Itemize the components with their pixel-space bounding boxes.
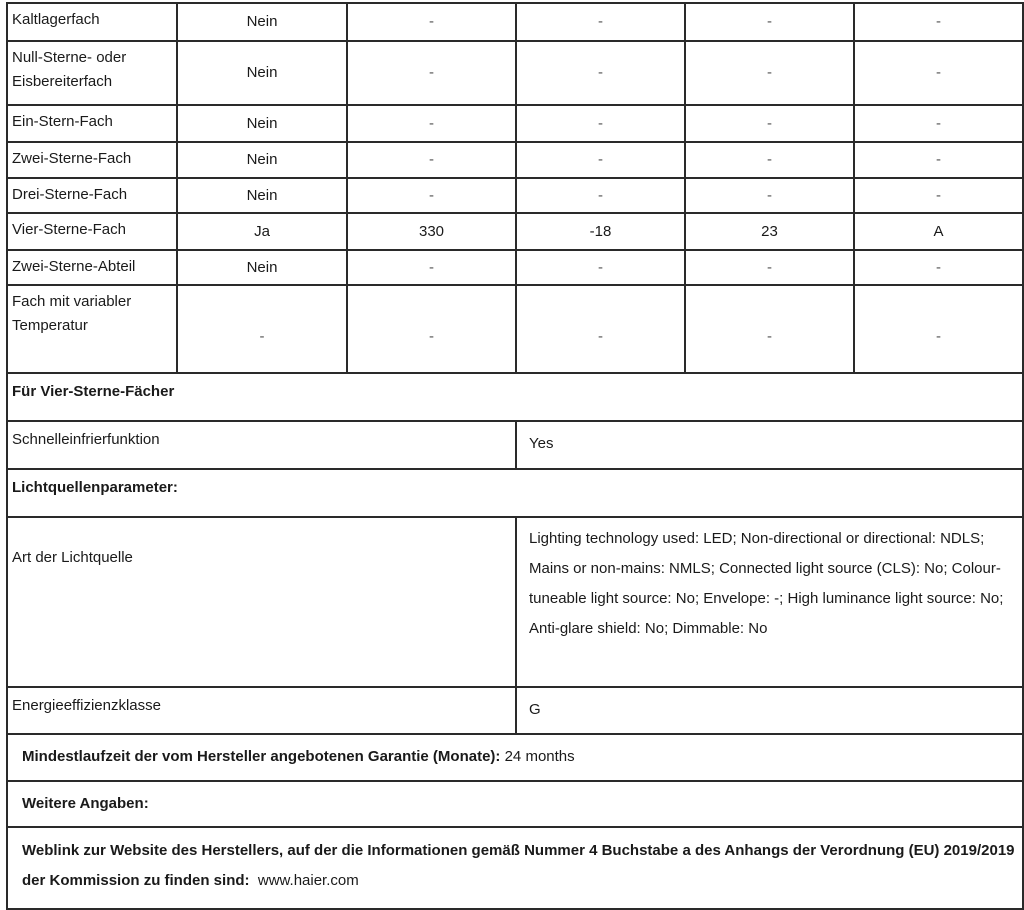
compartment-row: Fach mit variabler Temperatur - - - - - — [6, 284, 1024, 374]
light-source-heading: Lichtquellenparameter: — [6, 468, 1024, 518]
compartment-value: - — [515, 284, 686, 374]
compartment-row: Zwei-Sterne-Fach Nein - - - - — [6, 141, 1024, 179]
compartment-value: Nein — [176, 40, 348, 106]
compartment-value: - — [346, 40, 517, 106]
compartment-name: Null-Sterne- oder Eisbereiterfach — [6, 40, 178, 106]
energy-class-label: Energieeffizienzklasse — [6, 686, 517, 735]
details-table: Für Vier-Sterne-Fächer Schnelleinfrierfu… — [6, 372, 1024, 910]
compartment-value: - — [346, 284, 517, 374]
compartment-name: Vier-Sterne-Fach — [6, 212, 178, 251]
compartment-value: -18 — [515, 212, 686, 251]
compartment-value: - — [346, 177, 517, 214]
compartment-value: Nein — [176, 177, 348, 214]
warranty-label: Mindestlaufzeit der vom Hersteller angeb… — [22, 748, 501, 765]
more-info-heading: Weitere Angaben: — [6, 780, 1024, 828]
energy-class-value: G — [515, 686, 1024, 735]
compartment-value: - — [853, 249, 1024, 286]
compartment-value: - — [515, 249, 686, 286]
compartment-value: - — [515, 177, 686, 214]
compartment-value: - — [684, 40, 855, 106]
weblink-label: Weblink zur Website des Herstellers, auf… — [22, 842, 1015, 889]
compartment-name: Ein-Stern-Fach — [6, 104, 178, 143]
compartment-value: - — [684, 141, 855, 179]
compartment-name: Zwei-Sterne-Abteil — [6, 249, 178, 286]
compartment-row: Null-Sterne- oder Eisbereiterfach Nein - - -… — [6, 40, 1024, 106]
compartment-table: Kaltlagerfach Nein - - - - Null-Sterne- oder E… — [6, 2, 1024, 374]
compartment-value: Nein — [176, 141, 348, 179]
quick-freeze-label: Schnelleinfrierfunktion — [6, 420, 517, 470]
compartment-value: - — [515, 141, 686, 179]
compartment-row: Kaltlagerfach Nein - - - - — [6, 2, 1024, 42]
light-type-value: Lighting technology used: LED; Non-direc… — [515, 516, 1024, 688]
warranty-value: 24 months — [504, 748, 575, 765]
compartment-value: 330 — [346, 212, 517, 251]
compartment-row: Vier-Sterne-Fach Ja 330 -18 23 A — [6, 212, 1024, 251]
compartment-value: - — [853, 284, 1024, 374]
compartment-value: - — [346, 249, 517, 286]
compartment-value: 23 — [684, 212, 855, 251]
compartment-name: Kaltlagerfach — [6, 2, 178, 42]
compartment-value: - — [346, 2, 517, 42]
compartment-name: Drei-Sterne-Fach — [6, 177, 178, 214]
compartment-value: - — [684, 177, 855, 214]
compartment-value: Ja — [176, 212, 348, 251]
compartment-row: Drei-Sterne-Fach Nein - - - - — [6, 177, 1024, 214]
quick-freeze-value: Yes — [515, 420, 1024, 470]
compartment-value: - — [176, 284, 348, 374]
compartment-name: Fach mit variabler Temperatur — [6, 284, 178, 374]
compartment-value: - — [515, 2, 686, 42]
compartment-row: Zwei-Sterne-Abteil Nein - - - - — [6, 249, 1024, 286]
light-type-label: Art der Lichtquelle — [6, 516, 517, 688]
compartment-value: Nein — [176, 249, 348, 286]
compartment-value: A — [853, 212, 1024, 251]
compartment-value: - — [515, 104, 686, 143]
compartment-value: - — [346, 141, 517, 179]
compartment-value: - — [684, 2, 855, 42]
compartment-value: - — [515, 40, 686, 106]
compartment-value: - — [853, 141, 1024, 179]
weblink-value[interactable]: www.haier.com — [257, 872, 359, 889]
compartment-value: - — [853, 2, 1024, 42]
compartment-value: Nein — [176, 2, 348, 42]
compartment-row: Ein-Stern-Fach Nein - - - - — [6, 104, 1024, 143]
compartment-value: - — [853, 40, 1024, 106]
compartment-value: - — [684, 104, 855, 143]
compartment-value: - — [684, 284, 855, 374]
compartment-name: Zwei-Sterne-Fach — [6, 141, 178, 179]
four-star-heading: Für Vier-Sterne-Fächer — [6, 372, 1024, 422]
compartment-value: - — [346, 104, 517, 143]
compartment-value: - — [853, 104, 1024, 143]
compartment-value: - — [853, 177, 1024, 214]
compartment-value: - — [684, 249, 855, 286]
compartment-value: Nein — [176, 104, 348, 143]
